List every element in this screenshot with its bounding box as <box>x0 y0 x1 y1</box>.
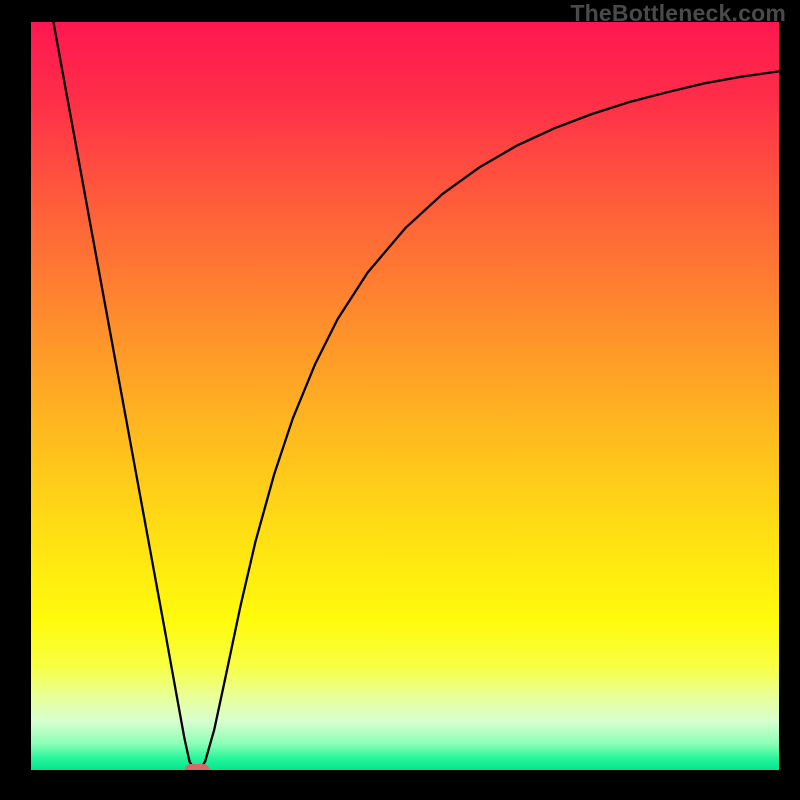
chart-container: TheBottleneck.com <box>0 0 800 800</box>
bottleneck-chart <box>0 0 800 800</box>
watermark-text: TheBottleneck.com <box>570 0 786 27</box>
plot-area <box>31 22 779 770</box>
